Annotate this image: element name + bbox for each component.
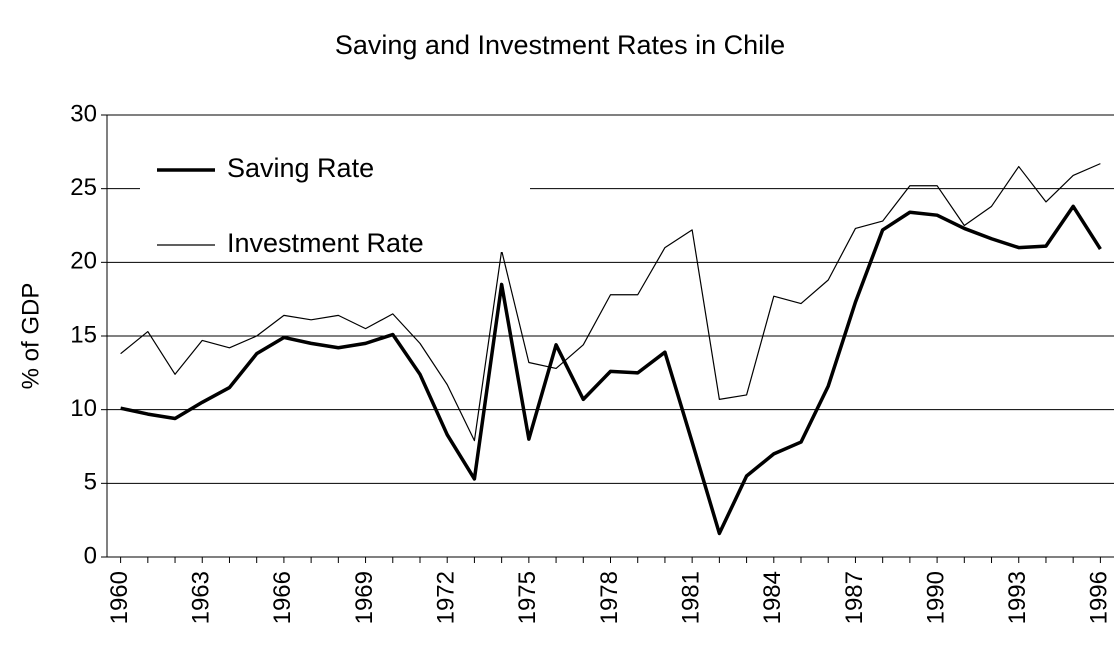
y-tick-label: 5 [84,469,97,496]
chart-title: Saving and Investment Rates in Chile [335,30,785,60]
series-line [120,163,1101,442]
y-tick-label: 20 [70,248,97,275]
x-tick-label: 1978 [596,571,623,624]
legend-label: Investment Rate [227,228,424,258]
x-tick-label: 1960 [106,571,133,624]
y-tick-label: 15 [70,321,97,348]
x-tick-label: 1993 [1004,571,1031,624]
legend: Saving Rate Investment Rate [140,140,530,258]
x-tick-label: 1990 [922,571,949,624]
x-tick-label: 1963 [188,571,215,624]
x-tick-label: 1987 [841,571,868,624]
y-tick-label: 30 [70,100,97,127]
y-tick-label: 10 [70,395,97,422]
x-tick-label: 1969 [351,571,378,624]
legend-box [140,140,530,252]
legend-label: Saving Rate [227,153,374,183]
x-tick-label: 1972 [433,571,460,624]
x-tick-label: 1996 [1086,571,1113,624]
x-tick-label: 1975 [514,571,541,624]
x-tick-label: 1966 [269,571,296,624]
y-tick-label: 0 [84,542,97,569]
y-axis-label: % of GDP [17,283,44,390]
y-tick-label: 25 [70,174,97,201]
x-tick-label: 1981 [677,571,704,624]
x-tick-label: 1984 [759,571,786,624]
series-line [120,204,1102,536]
